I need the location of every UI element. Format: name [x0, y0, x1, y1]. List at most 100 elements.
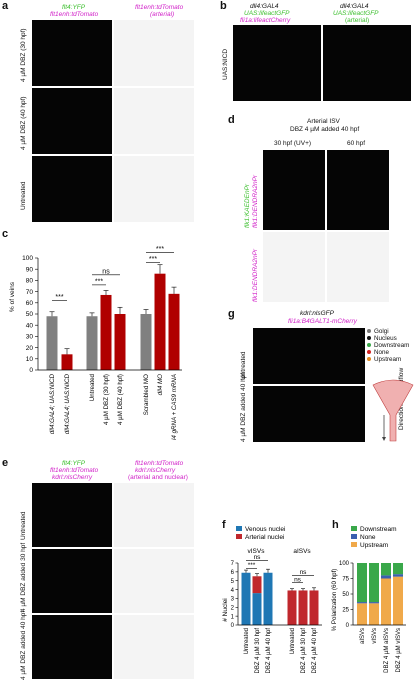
panel-c-bar-3: [100, 294, 112, 370]
panel-d-micrograph-30hpf-gray: [263, 232, 325, 302]
panel-g-legend-item: Golgi: [367, 328, 419, 335]
panel-h-ytick-label-0: 0: [346, 623, 350, 629]
panel-h-letter: h: [332, 519, 339, 531]
panel-e-row-label-3: 4 µM DBZ added 40 hpf: [20, 610, 27, 680]
panel-f-sig-1: ***: [248, 562, 256, 569]
panel-g-header-1: kdrl:nlsGFP: [300, 310, 334, 317]
panel-h-legend-label-1: None: [360, 534, 376, 541]
panel-c-xtick-label-7: dll4 gRNA + CAS9 mRNA: [171, 374, 178, 440]
panel-d-title-2: DBZ 4 µM added 40 hpf: [290, 126, 360, 133]
panel-d-col1: 30 hpf (UV+): [274, 140, 312, 147]
panel-f-xtick-label-5: DBZ 4 µM 40 hpf: [312, 628, 318, 674]
panel-f-ytick-label-1: 1: [231, 614, 235, 620]
panel-f-bar-1-4: [298, 590, 308, 625]
panel-a-letter: a: [2, 0, 9, 12]
panel-f-bar-0-1: [252, 593, 262, 625]
panel-e-row-label-2: 4 µM DBZ added 30 hpf: [20, 542, 27, 612]
panel-c-ytick-label-7: 70: [26, 289, 34, 296]
panel-f-group-label-2: aISVs: [293, 548, 311, 555]
panel-h-bar-1-2: [381, 575, 391, 579]
panel-e-header-right-2: kdrl:nlsCherry: [135, 467, 176, 474]
panel-d-side-label-3: flk1:DENDRA2nPr: [252, 248, 259, 302]
panel-h-bar-1-3: [393, 574, 403, 577]
panel-h-legend-swatch-0: [351, 526, 357, 531]
panel-d-title-1: Arterial ISV: [307, 118, 340, 125]
panel-a-header-right-1: flt1enh:tdTomato: [135, 4, 184, 11]
panel-c-sig-0: ***: [55, 294, 63, 301]
panel-a-header-left-1: flt4:YFP: [62, 4, 86, 11]
panel-d-letter: d: [228, 114, 235, 126]
panel-h-legend-swatch-1: [351, 534, 357, 539]
panel-c-ytick-label-3: 30: [26, 334, 34, 341]
panel-d-micrograph-30hpf-merged: [263, 150, 325, 230]
panel-c-ytick-label-9: 90: [26, 266, 34, 273]
panel-c-ytick-label-0: 0: [29, 367, 33, 374]
panel-c-bar-chart: 0 10 20 30 40 50 60 70 80 90 100 dll4:GAL4; UAS:NIC…: [22, 246, 182, 440]
panel-a-micrograph-row1-arterial: [114, 20, 194, 86]
panel-a-micrograph-row3-arterial: [114, 156, 194, 222]
panel-e-micrograph-row2-merged: [32, 549, 112, 613]
panel-g-legend-marker: [367, 350, 371, 354]
panel-f-ytick-label-5: 5: [231, 579, 235, 585]
panel-e-header-right-3: (arterial and nuclear): [128, 474, 188, 481]
panel-f-xtick-label-4: DBZ 4 µM 30 hpf: [301, 628, 307, 674]
panel-c-ytick-label-6: 60: [26, 300, 34, 307]
panel-e-row-label-1: Untreated: [20, 511, 27, 540]
panel-c-ytick-label-4: 40: [26, 322, 34, 329]
panel-c-bar-5: [140, 314, 152, 370]
panel-f-ytick-label-2: 2: [231, 605, 235, 611]
panel-a-row-label-3: Untreated: [20, 181, 27, 210]
panel-e-header-right-1: flt1enh:tdTomato: [135, 460, 184, 467]
panel-f-xtick-label-1: DBZ 4 µM 30 hpf: [255, 628, 261, 674]
panel-h-ytick-label-1: 25: [342, 608, 349, 614]
panel-h-bar-1-1: [369, 602, 379, 604]
panel-h-ylabel: % Polarization (60 hpf): [331, 569, 338, 632]
panel-g-legend: Golgi Nucleus Downstream None Upstream: [367, 328, 419, 378]
panel-a-row-label-2: 4 µM DBZ (40 hpf): [20, 96, 27, 150]
panel-e-header-left-1: flt4:YFP: [62, 460, 86, 467]
panel-h-bar-2-2: [381, 563, 391, 576]
panel-g-letter: g: [228, 308, 235, 320]
panel-c-ytick-label-8: 80: [26, 278, 34, 285]
panel-f-legend-swatch-0: [236, 526, 242, 531]
panel-h-xtick-label-1: vISVs: [372, 628, 378, 644]
panel-c-letter: c: [2, 228, 9, 240]
panel-e-header-left-3: kdrl:nlsCherry: [52, 474, 93, 481]
panel-g-legend-marker: [367, 336, 371, 340]
panel-g-legend-marker: [367, 329, 371, 333]
panel-b-row-label: UAS:NICD: [222, 48, 229, 80]
panel-c-sig-4: ***: [149, 256, 157, 263]
panel-e-letter: e: [2, 457, 9, 469]
panel-h-bar-1-0: [357, 602, 367, 604]
panel-g-legend-item: Upstream: [367, 356, 419, 363]
panel-c-bar-1: [61, 354, 73, 370]
panel-c-ytick-label-1: 10: [26, 356, 34, 363]
panel-e-header-left-2: flt1enh:tdTomato: [50, 467, 99, 474]
panel-a-micrograph-row2-merged: [32, 88, 112, 154]
panel-g-legend-marker: [367, 343, 371, 347]
panel-h-bar-0-1: [369, 603, 379, 625]
panel-g-legend-label: Golgi: [374, 328, 389, 335]
panel-h-bar-0-2: [381, 578, 391, 625]
panel-h-xtick-label-3: DBZ 4 µM vISVs: [396, 628, 402, 672]
panel-a-header-right-2: (arterial): [150, 11, 175, 18]
panel-d-side-label-2: flk1:DENDRA2nPr: [252, 174, 259, 228]
panel-c-sig-1: ns: [102, 268, 110, 275]
panel-g-legend-item: Nucleus: [367, 335, 419, 342]
panel-e-micrograph-row1-nuclear: [114, 483, 194, 547]
panel-g-micrograph-untreated: [253, 328, 365, 384]
panel-c-bar-7: [168, 293, 180, 370]
panel-g-legend-marker: [367, 357, 371, 361]
panel-c-bar-0: [46, 316, 58, 370]
panel-g-row-label-2: 4 µM DBZ added 40 hpf: [240, 372, 247, 442]
panel-h-xtick-label-0: aISVs: [360, 628, 366, 644]
panel-f-bar-0-2: [263, 572, 273, 625]
panel-h-ytick-label-4: 100: [339, 561, 350, 567]
panel-d-col2: 60 hpf: [347, 140, 366, 147]
panel-b-micrograph-merged: [233, 25, 321, 101]
panel-d-side-label-1: flk1:KAEDEnPr: [244, 183, 251, 228]
panel-e-micrograph-row3-merged: [32, 615, 112, 679]
panel-c-ytick-label-10: 100: [22, 255, 33, 262]
